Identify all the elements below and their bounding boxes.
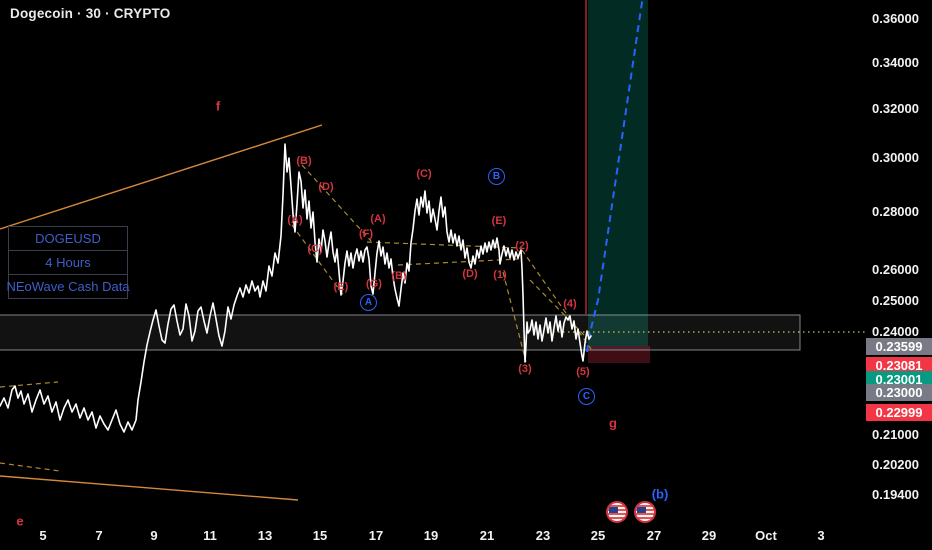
- scenario-letter-label[interactable]: g: [609, 415, 617, 431]
- flag-canton: [609, 507, 618, 513]
- time-axis-label: 9: [150, 528, 158, 543]
- wave-label[interactable]: (A): [370, 213, 386, 225]
- time-axis-label: 7: [95, 528, 103, 543]
- time-axis-label: 5: [39, 528, 47, 543]
- time-axis-label: 29: [701, 528, 717, 543]
- wave-label[interactable]: (5): [576, 366, 590, 378]
- scenario-letter-label[interactable]: e: [16, 513, 24, 529]
- wave-label[interactable]: (D): [318, 181, 334, 193]
- us-flag-event-icon[interactable]: [606, 501, 628, 523]
- time-axis-label: 11: [203, 528, 217, 543]
- price-axis-label: 0.24000: [872, 324, 919, 339]
- wave-label[interactable]: (4): [563, 298, 577, 310]
- time-axis-label: Oct: [755, 528, 777, 543]
- time-axis-label: 15: [312, 528, 328, 543]
- time-axis-label: 21: [479, 528, 495, 543]
- time-axis-label: 19: [423, 528, 439, 543]
- wave-label[interactable]: (C): [416, 168, 432, 180]
- wave-connector-dashed-line[interactable]: [0, 462, 61, 472]
- info-box-row[interactable]: NEoWave Cash Data: [6, 274, 130, 299]
- wave-label[interactable]: (B): [391, 270, 407, 282]
- us-flag-event-icon[interactable]: [634, 501, 656, 523]
- time-axis-label: 13: [257, 528, 273, 543]
- wave-label[interactable]: (E): [491, 215, 507, 227]
- circled-wave-label[interactable]: C: [578, 388, 595, 405]
- neowave-info-box[interactable]: DOGEUSD 4 Hours NEoWave Cash Data: [6, 226, 130, 299]
- wave-label[interactable]: (2): [515, 240, 529, 252]
- price-axis-label: 0.25000: [872, 293, 919, 308]
- wave-label[interactable]: (C): [307, 243, 323, 255]
- scenario-letter-label[interactable]: (b): [651, 486, 669, 502]
- price-axis-label: 0.19400: [872, 487, 919, 502]
- price-axis-label: 0.28000: [872, 204, 919, 219]
- price-level-badge: 0.23599: [866, 337, 932, 355]
- time-axis-label: 17: [368, 528, 384, 543]
- price-level-badge: 0.23000: [866, 383, 932, 401]
- info-box-label: 4 Hours: [45, 255, 91, 270]
- circled-wave-label[interactable]: B: [488, 168, 505, 185]
- wave-connector-dashed-line[interactable]: [291, 224, 345, 297]
- price-axis-label: 0.26000: [872, 262, 919, 277]
- orange-trendline[interactable]: [0, 475, 299, 501]
- wave-connector-dashed-line[interactable]: [529, 279, 586, 337]
- info-box-label: DOGEUSD: [35, 231, 101, 246]
- wave-label[interactable]: (G): [366, 278, 382, 290]
- price-level-badge: 0.23081: [866, 356, 932, 374]
- time-axis-label: 25: [590, 528, 606, 543]
- price-axis-label: 0.30000: [872, 150, 919, 165]
- price-axis-label: 0.34000: [872, 55, 919, 70]
- info-box-row[interactable]: DOGEUSD: [8, 226, 128, 251]
- wave-connector-dashed-line[interactable]: [0, 381, 59, 388]
- wave-label[interactable]: (1): [493, 269, 507, 281]
- info-box-row[interactable]: 4 Hours: [8, 250, 128, 275]
- time-axis-label: 3: [817, 528, 825, 543]
- wave-label[interactable]: (B): [296, 155, 312, 167]
- symbol-title[interactable]: Dogecoin · 30 · CRYPTO: [10, 6, 171, 21]
- time-axis-label: 23: [535, 528, 551, 543]
- price-axis-label: 0.21000: [872, 427, 919, 442]
- price-level-badge: 0.22999: [866, 403, 932, 421]
- price-level-badge: 0.23001: [866, 370, 932, 388]
- support-zone-band[interactable]: [0, 314, 801, 351]
- orange-trendline[interactable]: [0, 124, 323, 230]
- wave-label[interactable]: (F): [358, 228, 374, 240]
- price-axis-label: 0.36000: [872, 11, 919, 26]
- wave-connector-dashed-line[interactable]: [366, 241, 523, 249]
- time-axis-label: 27: [646, 528, 662, 543]
- price-axis-label: 0.20200: [872, 457, 919, 472]
- circled-wave-label[interactable]: A: [360, 294, 377, 311]
- info-box-label: NEoWave Cash Data: [6, 279, 130, 294]
- scenario-letter-label[interactable]: f: [215, 98, 221, 114]
- wave-connector-dashed-line[interactable]: [502, 271, 527, 363]
- wave-label[interactable]: (E): [333, 281, 349, 293]
- wave-label[interactable]: (D): [462, 268, 478, 280]
- flag-canton: [637, 507, 646, 513]
- blue-projection-dashed-line[interactable]: [586, 0, 646, 353]
- price-axis-label: 0.32000: [872, 101, 919, 116]
- green-projection-box[interactable]: [588, 0, 648, 346]
- wave-connector-dashed-line[interactable]: [397, 258, 520, 266]
- wave-label[interactable]: (3): [518, 363, 532, 375]
- wave-connector-dashed-line[interactable]: [301, 164, 372, 242]
- wave-label[interactable]: (A): [287, 214, 303, 226]
- price-line-series[interactable]: [0, 143, 592, 433]
